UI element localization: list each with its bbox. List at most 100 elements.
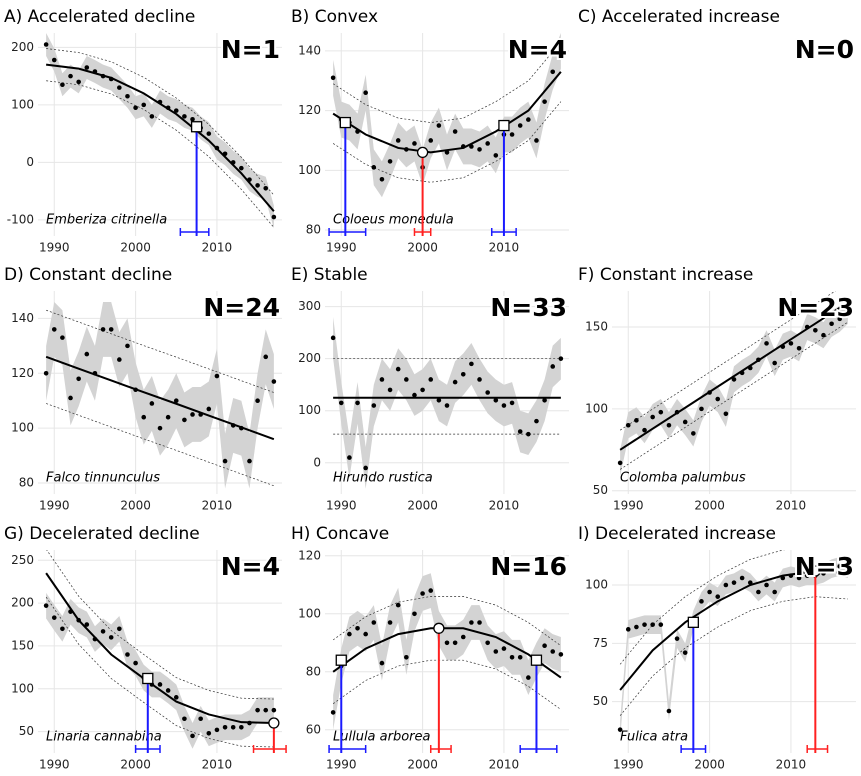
point	[788, 341, 794, 346]
x-tick-label: 2010	[202, 241, 233, 255]
n-label: N=4	[221, 552, 280, 581]
point	[363, 631, 368, 637]
point	[347, 455, 352, 460]
point	[526, 675, 531, 680]
point	[731, 580, 737, 585]
turning-point	[498, 119, 510, 132]
x-tick-label: 1990	[613, 758, 644, 772]
point	[198, 716, 203, 722]
point	[715, 594, 721, 599]
point	[428, 377, 434, 382]
point	[509, 655, 515, 660]
point	[190, 412, 195, 417]
trend-line	[332, 71, 562, 154]
x-tick-label: 2000	[694, 758, 725, 772]
point	[501, 403, 507, 408]
point	[60, 335, 65, 340]
ribbon	[46, 301, 274, 489]
point	[764, 341, 769, 346]
point	[173, 695, 179, 700]
turning-point	[416, 146, 429, 159]
y-tick-label: 100	[298, 163, 321, 177]
point	[371, 165, 377, 170]
ribbon	[620, 557, 848, 739]
plot-area	[38, 550, 282, 753]
point	[485, 390, 490, 395]
point	[428, 588, 434, 593]
point	[821, 332, 826, 338]
point	[330, 75, 336, 81]
point	[255, 183, 260, 188]
trend-line	[46, 63, 275, 212]
point	[51, 327, 57, 332]
point	[149, 401, 155, 406]
point	[100, 629, 106, 634]
ribbon	[46, 33, 274, 229]
y-tick-label: 50	[593, 483, 608, 497]
x-tick-label: 1990	[39, 758, 70, 772]
point	[691, 431, 696, 436]
panel: 1990 2000 2010 80 100 120 140 Coloeus monedula N…	[298, 33, 569, 255]
point	[68, 73, 73, 79]
point	[412, 611, 417, 617]
x-tick-label: 1990	[39, 241, 70, 255]
point	[125, 93, 130, 99]
point	[526, 117, 531, 122]
panel-title: G) Decelerated decline	[4, 524, 200, 544]
trend-line	[619, 301, 849, 451]
point	[715, 396, 721, 402]
point	[625, 422, 631, 428]
point	[363, 90, 368, 96]
y-tick-label: 80	[306, 664, 321, 678]
panel: 1990 2000 2010 0 100 200 300 Hirundo rustica N=3…	[298, 291, 569, 513]
x-tick-label: 2000	[120, 758, 151, 772]
panel-title: C) Accelerated increase	[578, 7, 780, 27]
point	[387, 387, 393, 393]
point	[330, 710, 336, 715]
panel-title: I) Decelerated increase	[578, 524, 776, 544]
panel: 1990 2000 2010 50 100 150 200 250 Linaria cannab…	[11, 550, 287, 772]
upper-bound	[46, 550, 274, 700]
plot-background	[38, 33, 282, 236]
point	[68, 395, 73, 401]
point	[658, 409, 664, 415]
point	[829, 566, 834, 571]
point	[707, 589, 712, 595]
point	[469, 361, 474, 367]
upper-bound	[332, 41, 562, 123]
x-tick-label: 2010	[489, 241, 520, 255]
panel-title: A) Accelerated decline	[4, 7, 195, 27]
turning-point	[809, 565, 821, 577]
point	[125, 652, 130, 657]
species-name: Linaria cannabina	[46, 730, 162, 745]
n-label: N=33	[490, 293, 567, 322]
y-tick-label: 120	[298, 103, 321, 117]
x-tick-label: 1990	[326, 499, 357, 513]
point	[263, 185, 269, 191]
upper-bound	[46, 48, 275, 196]
point	[84, 351, 90, 357]
point	[230, 725, 236, 730]
point	[206, 406, 212, 412]
point	[263, 707, 269, 713]
point	[108, 327, 114, 332]
x-tick-label: 1990	[39, 499, 70, 513]
point	[84, 65, 90, 70]
point	[190, 116, 195, 122]
point	[813, 327, 818, 333]
x-tick-label: 2010	[489, 758, 520, 772]
plot-area	[38, 291, 282, 494]
point	[133, 660, 138, 666]
y-tick-label: 200	[298, 351, 321, 365]
point	[550, 649, 556, 654]
turning-point	[530, 654, 543, 666]
point	[436, 123, 442, 128]
n-label: N=0	[795, 35, 854, 64]
point	[650, 622, 655, 627]
point	[347, 631, 352, 637]
point	[682, 650, 688, 655]
point	[477, 620, 482, 625]
point	[141, 414, 147, 420]
point	[837, 316, 843, 322]
panel-title: H) Concave	[291, 524, 389, 544]
